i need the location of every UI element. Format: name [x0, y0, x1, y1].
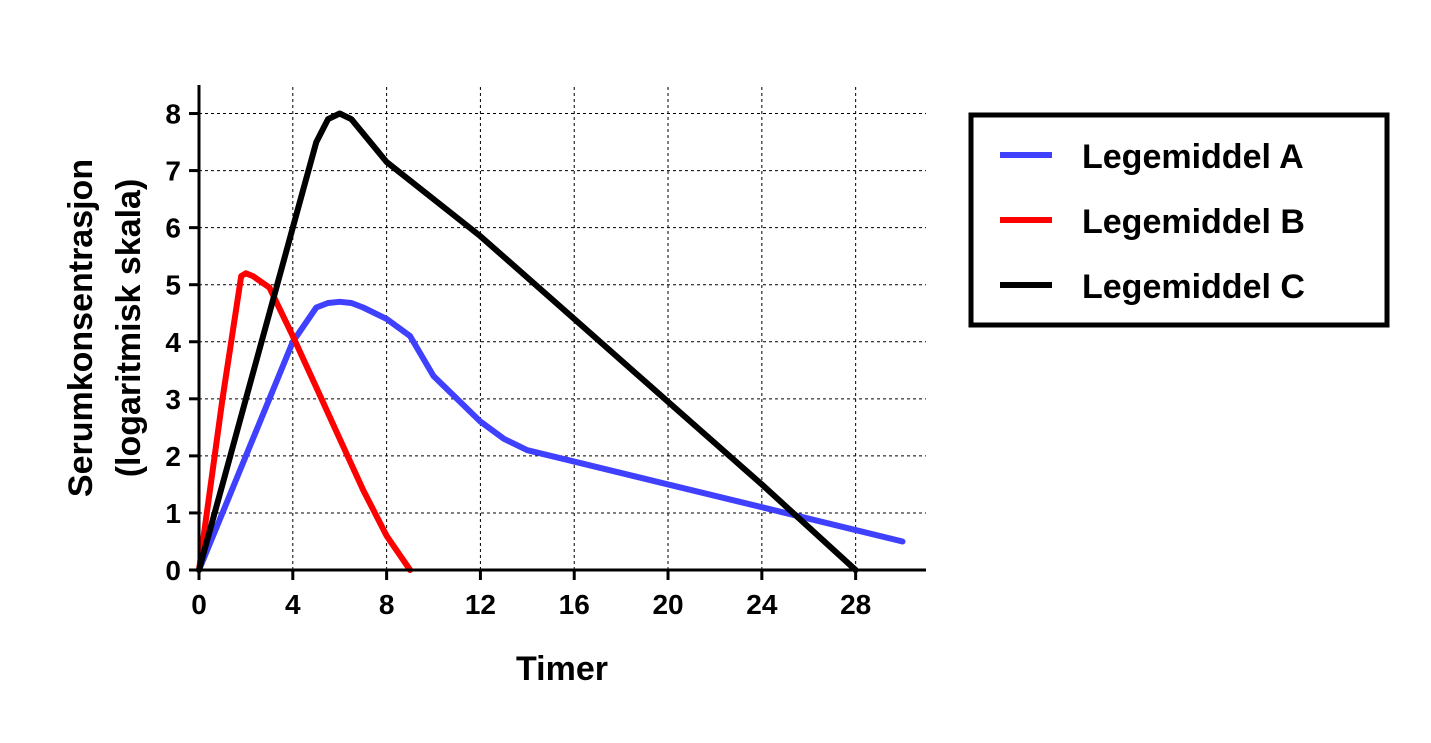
legend: Legemiddel A Legemiddel B Legemiddel C	[968, 112, 1390, 328]
y-tick-label-0: 0	[165, 555, 181, 586]
y-axis-title-line-1: Serumkonsentrasjon	[62, 159, 100, 497]
series-lines	[196, 110, 906, 573]
y-tick-label-4: 4	[165, 327, 181, 358]
series-line-b	[196, 270, 414, 573]
x-tick-label-8: 8	[379, 589, 395, 620]
x-tick-label-12: 12	[465, 589, 496, 620]
series-line-a	[196, 298, 906, 573]
x-axis-title: Timer	[516, 650, 608, 688]
x-tick-label-28: 28	[840, 589, 871, 620]
grid-lines	[199, 85, 926, 570]
legend-label-b: Legemiddel B	[1082, 203, 1305, 241]
x-tick-label-4: 4	[285, 589, 301, 620]
x-tick-label-16: 16	[559, 589, 590, 620]
x-tick-label-20: 20	[652, 589, 683, 620]
y-tick-label-7: 7	[165, 156, 181, 187]
y-tick-label-2: 2	[165, 441, 181, 472]
y-tick-label-3: 3	[165, 384, 181, 415]
x-tick-label-0: 0	[191, 589, 207, 620]
y-tick-label-5: 5	[165, 270, 181, 301]
series-line-c	[196, 110, 859, 573]
y-axis-title-line-2: (logaritmisk skala)	[110, 179, 148, 478]
y-tick-label-1: 1	[165, 498, 181, 529]
legend-label-c: Legemiddel C	[1082, 268, 1305, 306]
axes	[189, 85, 926, 580]
x-tick-label-24: 24	[746, 589, 778, 620]
legend-label-a: Legemiddel A	[1082, 138, 1304, 176]
y-tick-label-8: 8	[165, 99, 181, 130]
y-tick-label-6: 6	[165, 213, 181, 244]
